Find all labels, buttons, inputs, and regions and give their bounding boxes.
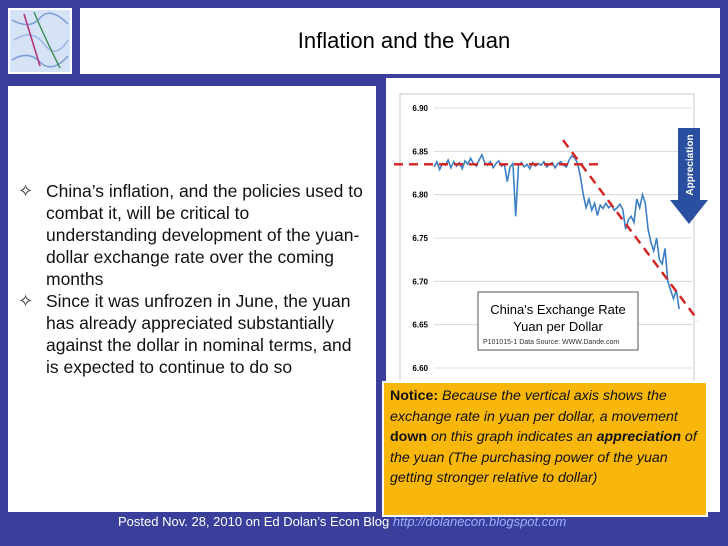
chart-source: P101015-1 Data Source: WWW.Dande.com	[483, 339, 619, 346]
notice-down: down	[390, 429, 428, 445]
y-tick-label: 6.75	[412, 234, 428, 243]
notice-appreciation: appreciation	[596, 429, 681, 445]
text-panel	[8, 86, 376, 512]
y-axis: 6.90 6.85 6.80 6.75 6.70 6.65 6.60	[412, 104, 428, 373]
bullet-list: ✧ China’s inflation, and the policies us…	[12, 180, 364, 378]
bullet-text: China’s inflation, and the policies used…	[46, 181, 363, 289]
appreciation-arrow: Appreciation	[670, 128, 708, 224]
bullet-item: ✧ China’s inflation, and the policies us…	[12, 180, 364, 290]
y-tick-label: 6.70	[412, 277, 428, 286]
y-tick-label: 6.80	[412, 191, 428, 200]
bullet-icon: ✧	[18, 291, 34, 311]
chart-title-box: China's Exchange Rate Yuan per Dollar P1…	[477, 291, 639, 351]
page-title: Inflation and the Yuan	[297, 28, 511, 53]
chart-frame	[399, 93, 695, 397]
notice-lead: Notice:	[390, 388, 439, 404]
y-tick-label: 6.85	[412, 147, 428, 156]
y-tick-label: 6.60	[412, 364, 428, 373]
y-tick-label: 6.65	[412, 321, 428, 330]
notice-text-3: of the yuan (The purchasing power of the…	[390, 429, 697, 486]
grid-lines	[434, 107, 692, 369]
arrow-head	[670, 200, 708, 224]
title-bar: Inflation and the Yuan	[80, 8, 720, 74]
footer-text: Posted Nov. 28, 2010 on Ed Dolan’s Econ …	[118, 514, 393, 529]
arrow-shaft	[678, 128, 700, 200]
footer: Posted Nov. 28, 2010 on Ed Dolan’s Econ …	[118, 514, 566, 529]
notice-text-2: on this graph indicates an	[427, 429, 597, 445]
bullet-item: ✧ Since it was unfrozen in June, the yua…	[12, 290, 364, 378]
notice-text-1: Because the vertical axis shows the exch…	[390, 388, 678, 425]
chart-title: China's Exchange Rate	[490, 302, 625, 317]
exchange-rate-chart: 6.90 6.85 6.80 6.75 6.70 6.65 6.60 China's Exc…	[394, 93, 708, 397]
arrow-label: Appreciation	[685, 134, 696, 195]
footer-link[interactable]: http://dolanecon.blogspot.com	[392, 514, 567, 529]
trend-line-falling	[562, 139, 699, 322]
y-tick-label: 6.90	[412, 104, 428, 113]
chart-subtitle: Yuan per Dollar	[513, 319, 603, 334]
trend-lines	[394, 139, 699, 322]
bullet-text: Since it was unfrozen in June, the yuan …	[46, 291, 352, 377]
notice-box: Notice: Because the vertical axis shows …	[382, 381, 708, 517]
bullet-icon: ✧	[18, 181, 34, 201]
logo-graphic	[10, 10, 70, 72]
logo-thumbnail	[8, 8, 72, 74]
